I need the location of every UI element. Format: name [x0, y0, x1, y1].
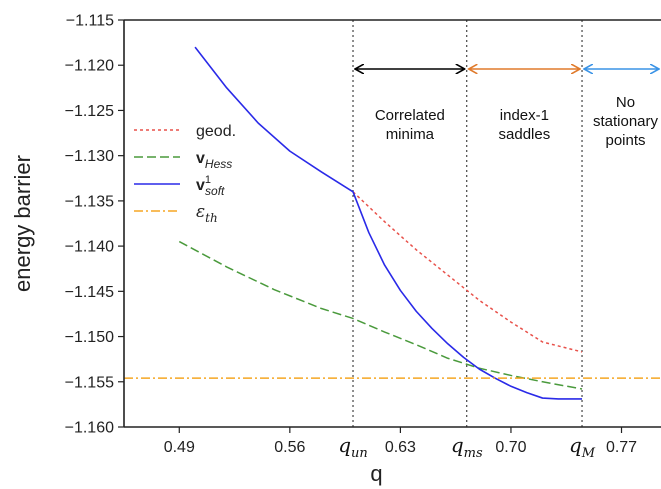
- legend-label-vhess: vHess: [196, 150, 232, 171]
- x-tick-label: 0.56: [274, 439, 305, 456]
- vertical-marker-label: qms: [451, 433, 483, 461]
- legend-label-vsoft: v1 soft: [196, 174, 225, 198]
- vertical-marker-label: qun: [338, 433, 368, 461]
- legend-label-eth: εth: [196, 202, 218, 225]
- region-label: Correlated: [375, 107, 445, 124]
- region-label: index-1: [500, 107, 549, 124]
- region-label: minima: [386, 126, 435, 143]
- legend-label-geod: geod.: [196, 123, 236, 140]
- y-tick-label: −1.130: [65, 148, 114, 165]
- region-label: No: [616, 94, 635, 111]
- y-tick-label: −1.125: [65, 103, 114, 120]
- vertical-marker-label: qM: [569, 433, 596, 461]
- y-tick-label: −1.140: [65, 239, 114, 256]
- y-tick-label: −1.155: [65, 374, 114, 391]
- x-tick-label: 0.63: [385, 439, 416, 456]
- x-tick-label: 0.77: [606, 439, 637, 456]
- region-label: stationary: [593, 113, 659, 130]
- y-tick-label: −1.145: [65, 284, 114, 301]
- y-tick-label: −1.115: [66, 13, 114, 30]
- x-tick-label: 0.70: [495, 439, 526, 456]
- series-line-vhess: [178, 240, 583, 390]
- series-line-geod: [352, 191, 583, 353]
- region-label: saddles: [499, 126, 551, 143]
- y-tick-label: −1.135: [65, 193, 114, 210]
- y-tick-label: −1.120: [65, 58, 114, 75]
- legend: geod. vHess v1 soft εth: [134, 123, 236, 225]
- y-tick-label: −1.160: [65, 420, 114, 437]
- x-axis-label: q: [370, 461, 382, 486]
- x-tick-label: 0.49: [164, 439, 195, 456]
- series-line-vsoft: [194, 46, 583, 400]
- y-tick-label: −1.150: [65, 329, 114, 346]
- y-axis-label: energy barrier: [10, 155, 35, 292]
- region-label: points: [605, 132, 645, 149]
